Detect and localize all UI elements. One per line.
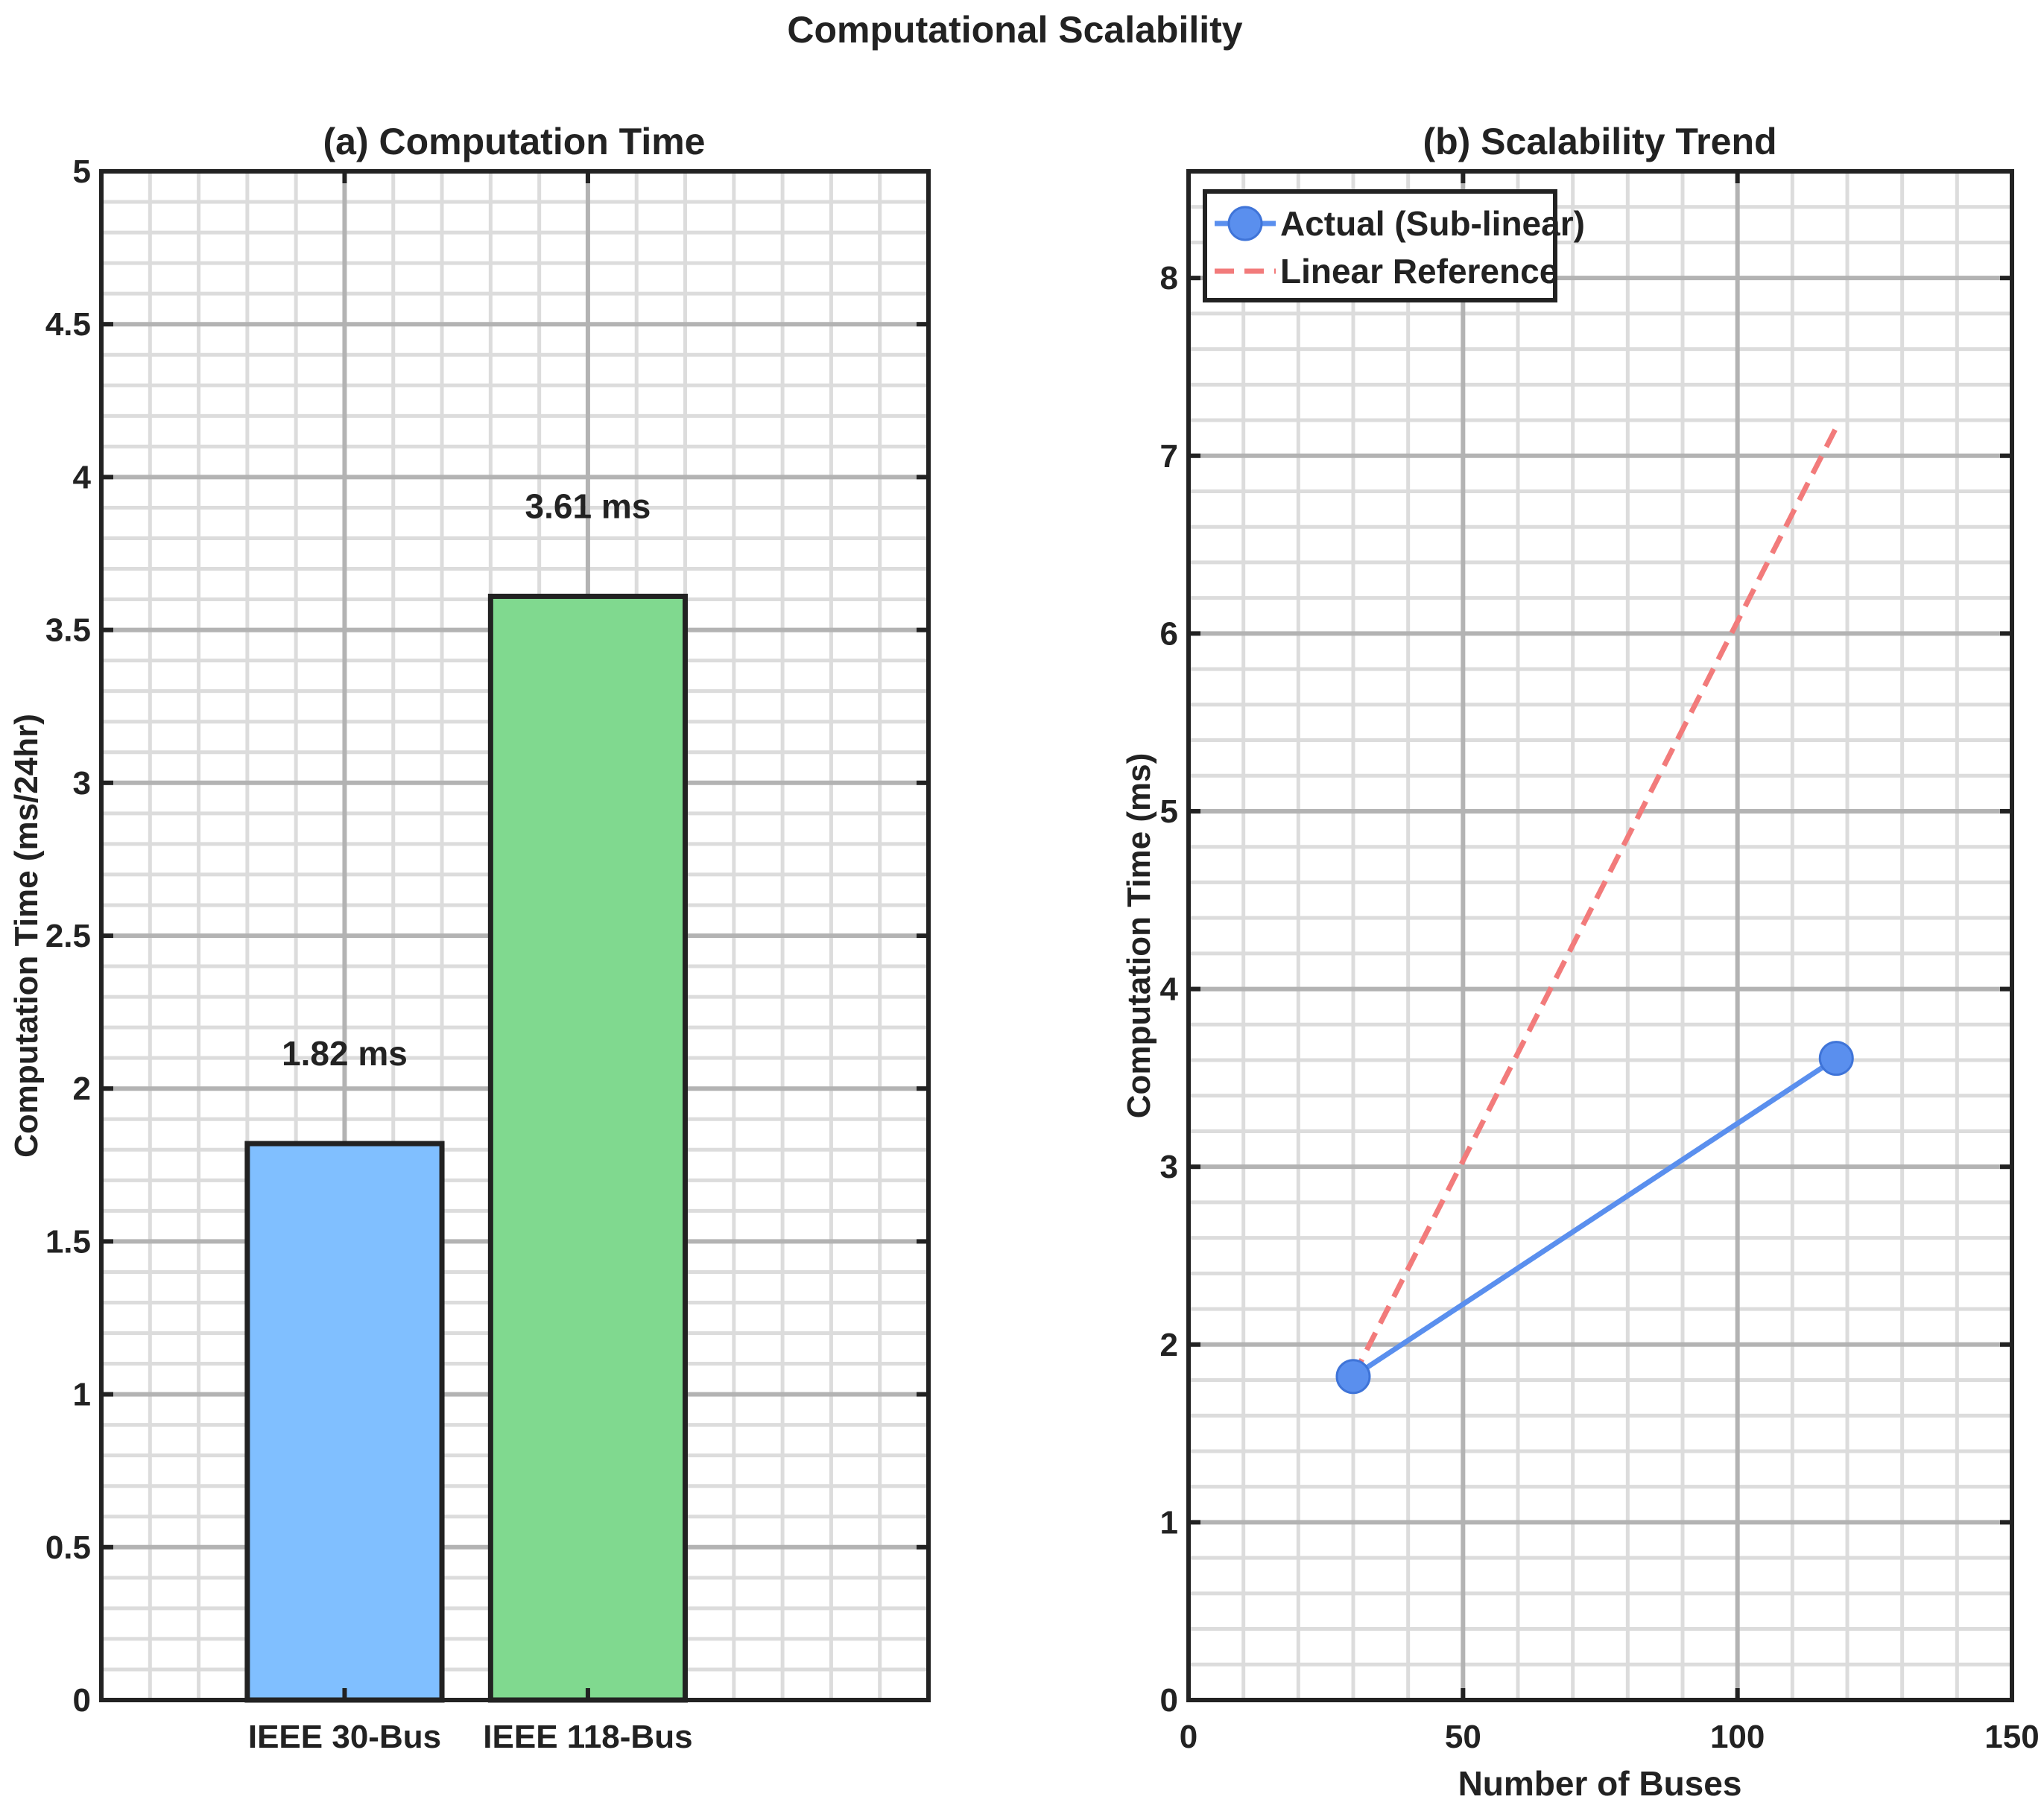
bar-ieee-30 (244, 1141, 445, 1703)
panel-b-grid (1186, 171, 2014, 1702)
y-tick-label: 1 (1160, 1504, 1178, 1541)
y-tick-label: 4.5 (45, 306, 91, 343)
y-tick-label: 3 (1160, 1149, 1178, 1185)
panel-a-frame (99, 169, 931, 1702)
x-tick-label: IEEE 118-Bus (483, 1719, 692, 1755)
y-tick-label: 1.5 (45, 1223, 91, 1260)
x-tick-label: 0 (1180, 1719, 1197, 1755)
panel-b-title: (b) Scalability Trend (1423, 121, 1776, 162)
y-tick-label: 1 (73, 1377, 91, 1413)
y-tick-label: 3.5 (45, 612, 91, 649)
panel-a-bars: 1.82 ms 3.61 ms (244, 486, 689, 1703)
panel-a-ylabel: Computation Time (ms/24hr) (8, 714, 45, 1158)
y-tick-label: 2 (73, 1071, 91, 1107)
panel-b-ylabel: Computation Time (ms) (1121, 753, 1157, 1119)
series-linear-reference-line (1350, 426, 1839, 1378)
x-tick-label: IEEE 30-Bus (248, 1719, 441, 1755)
panel-b-ticks: 0 1 2 3 4 5 6 7 8 0 50 100 150 (1160, 171, 2040, 1755)
y-tick-label: 4 (1160, 971, 1179, 1008)
y-tick-label: 5 (1160, 793, 1178, 830)
figure-title: Computational Scalability (787, 9, 1242, 51)
x-tick-label: 150 (1984, 1719, 2039, 1755)
legend-box (1203, 189, 1557, 302)
y-tick-label: 8 (1160, 260, 1178, 297)
panel-a-title: (a) Computation Time (323, 121, 706, 162)
legend-linear-label: Linear Reference (1280, 252, 1558, 291)
panel-b-frame (1186, 169, 2014, 1702)
x-tick-label: 100 (1710, 1719, 1765, 1755)
legend-actual-marker (1227, 206, 1263, 241)
bar-ieee-118 (487, 593, 689, 1703)
y-tick-label: 0.5 (45, 1529, 91, 1566)
y-tick-label: 6 (1160, 615, 1178, 652)
y-tick-label: 4 (73, 459, 92, 495)
y-tick-label: 3 (73, 765, 91, 802)
bar-data-label: 3.61 ms (525, 486, 651, 525)
series-actual-line (1352, 1056, 1838, 1379)
panel-b-legend: Actual (Sub-linear) Linear Reference (1203, 189, 1585, 302)
legend-actual-label: Actual (Sub-linear) (1280, 204, 1585, 243)
y-tick-label: 2.5 (45, 918, 91, 954)
series-actual-point (1335, 1359, 1371, 1395)
bar-data-label: 1.82 ms (282, 1034, 408, 1073)
panel-b-line-chart: (b) Scalability Trend 0 1 2 3 4 5 6 7 8 0 50 100 150… (1121, 121, 2040, 1803)
y-tick-label: 5 (73, 153, 91, 190)
y-tick-label: 7 (1160, 438, 1178, 475)
y-tick-label: 2 (1160, 1327, 1178, 1363)
series-actual-point (1818, 1041, 1854, 1076)
y-tick-label: 0 (1160, 1682, 1178, 1719)
x-tick-label: 50 (1445, 1719, 1481, 1755)
panel-a-bar-chart: (a) Computation Time 1.82 ms 3.61 ms IEEE… (8, 121, 931, 1755)
y-tick-label: 0 (73, 1682, 91, 1719)
panel-b-series (1335, 426, 1854, 1395)
panel-b-xlabel: Number of Buses (1458, 1764, 1742, 1803)
